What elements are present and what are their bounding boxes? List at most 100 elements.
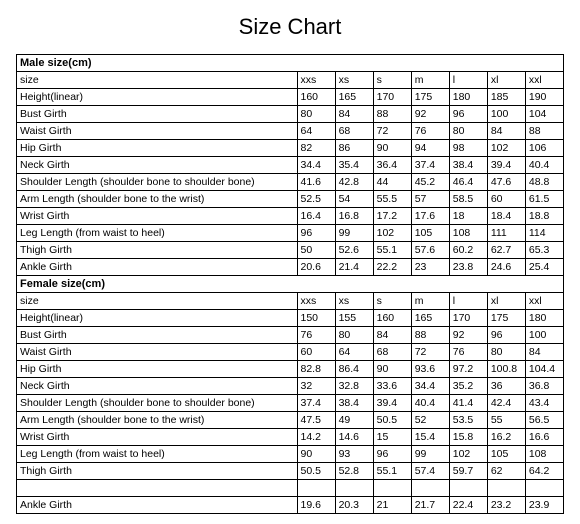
cell-value: 60 (297, 344, 335, 361)
cell-value: 76 (411, 123, 449, 140)
cell-value: 15.4 (411, 429, 449, 446)
section-header: Female size(cm) (17, 276, 564, 293)
cell-value: 64 (297, 123, 335, 140)
cell-value: 55 (487, 412, 525, 429)
measurement-label: Bust Girth (17, 327, 298, 344)
cell-value: 72 (373, 123, 411, 140)
cell-value: 68 (335, 123, 373, 140)
cell-value: 106 (525, 140, 563, 157)
cell-value: xxl (525, 72, 563, 89)
cell-value: 22.4 (449, 497, 487, 514)
cell-value: 150 (297, 310, 335, 327)
page-title: Size Chart (16, 14, 564, 40)
cell-value: 96 (449, 106, 487, 123)
cell-value: 55.5 (373, 191, 411, 208)
cell-value: 37.4 (411, 157, 449, 174)
cell-value: 180 (449, 89, 487, 106)
cell-value: 61.5 (525, 191, 563, 208)
cell-value: 76 (449, 344, 487, 361)
measurement-label: Height(linear) (17, 89, 298, 106)
cell-value: 21.4 (335, 259, 373, 276)
cell-value: 175 (487, 310, 525, 327)
cell-value: 100.8 (487, 361, 525, 378)
cell-value: 20.6 (297, 259, 335, 276)
cell-value: 105 (487, 446, 525, 463)
cell-value: 57.6 (411, 242, 449, 259)
cell-value: 25.4 (525, 259, 563, 276)
cell-value: 175 (411, 89, 449, 106)
cell-value: 16.8 (335, 208, 373, 225)
cell-value: xxs (297, 72, 335, 89)
cell-value: 18.8 (525, 208, 563, 225)
cell-value: 52.8 (335, 463, 373, 480)
cell-value: 170 (449, 310, 487, 327)
cell-value: 64.2 (525, 463, 563, 480)
cell-value: 82.8 (297, 361, 335, 378)
cell-value: 88 (411, 327, 449, 344)
cell-value: 14.2 (297, 429, 335, 446)
measurement-label: Thigh Girth (17, 463, 298, 480)
cell-value: m (411, 72, 449, 89)
spacer-cell (449, 480, 487, 497)
cell-value: 98 (449, 140, 487, 157)
measurement-label: Waist Girth (17, 123, 298, 140)
cell-value: 46.4 (449, 174, 487, 191)
cell-value: 56.5 (525, 412, 563, 429)
cell-value: 23.8 (449, 259, 487, 276)
cell-value: 76 (297, 327, 335, 344)
cell-value: 190 (525, 89, 563, 106)
cell-value: 22.2 (373, 259, 411, 276)
measurement-label: Arm Length (shoulder bone to the wrist) (17, 191, 298, 208)
cell-value: 41.4 (449, 395, 487, 412)
cell-value: 55.1 (373, 463, 411, 480)
cell-value: 54 (335, 191, 373, 208)
size-row-label: size (17, 293, 298, 310)
cell-value: xl (487, 72, 525, 89)
cell-value: 62.7 (487, 242, 525, 259)
cell-value: 50.5 (297, 463, 335, 480)
cell-value: 90 (297, 446, 335, 463)
cell-value: 36.8 (525, 378, 563, 395)
cell-value: 43.4 (525, 395, 563, 412)
cell-value: 49 (335, 412, 373, 429)
spacer-cell (335, 480, 373, 497)
cell-value: 84 (525, 344, 563, 361)
cell-value: 19.6 (297, 497, 335, 514)
cell-value: l (449, 293, 487, 310)
cell-value: m (411, 293, 449, 310)
spacer-cell (17, 480, 298, 497)
cell-value: 14.6 (335, 429, 373, 446)
measurement-label: Wrist Girth (17, 208, 298, 225)
cell-value: 96 (487, 327, 525, 344)
cell-value: 84 (335, 106, 373, 123)
cell-value: 60 (487, 191, 525, 208)
cell-value: 45.2 (411, 174, 449, 191)
cell-value: 17.6 (411, 208, 449, 225)
cell-value: 15 (373, 429, 411, 446)
cell-value: 47.6 (487, 174, 525, 191)
cell-value: 42.4 (487, 395, 525, 412)
cell-value: 80 (487, 344, 525, 361)
cell-value: 96 (373, 446, 411, 463)
measurement-label: Neck Girth (17, 378, 298, 395)
cell-value: 97.2 (449, 361, 487, 378)
cell-value: 90 (373, 361, 411, 378)
cell-value: 21.7 (411, 497, 449, 514)
measurement-label: Shoulder Length (shoulder bone to should… (17, 174, 298, 191)
cell-value: 59.7 (449, 463, 487, 480)
cell-value: 52.5 (297, 191, 335, 208)
measurement-label: Hip Girth (17, 140, 298, 157)
cell-value: 36.4 (373, 157, 411, 174)
cell-value: 108 (449, 225, 487, 242)
cell-value: 53.5 (449, 412, 487, 429)
cell-value: xl (487, 293, 525, 310)
cell-value: 88 (525, 123, 563, 140)
cell-value: 94 (411, 140, 449, 157)
measurement-label: Leg Length (from waist to heel) (17, 225, 298, 242)
cell-value: 47.5 (297, 412, 335, 429)
cell-value: 105 (411, 225, 449, 242)
cell-value: 88 (373, 106, 411, 123)
cell-value: 86 (335, 140, 373, 157)
cell-value: 57 (411, 191, 449, 208)
cell-value: 64 (335, 344, 373, 361)
